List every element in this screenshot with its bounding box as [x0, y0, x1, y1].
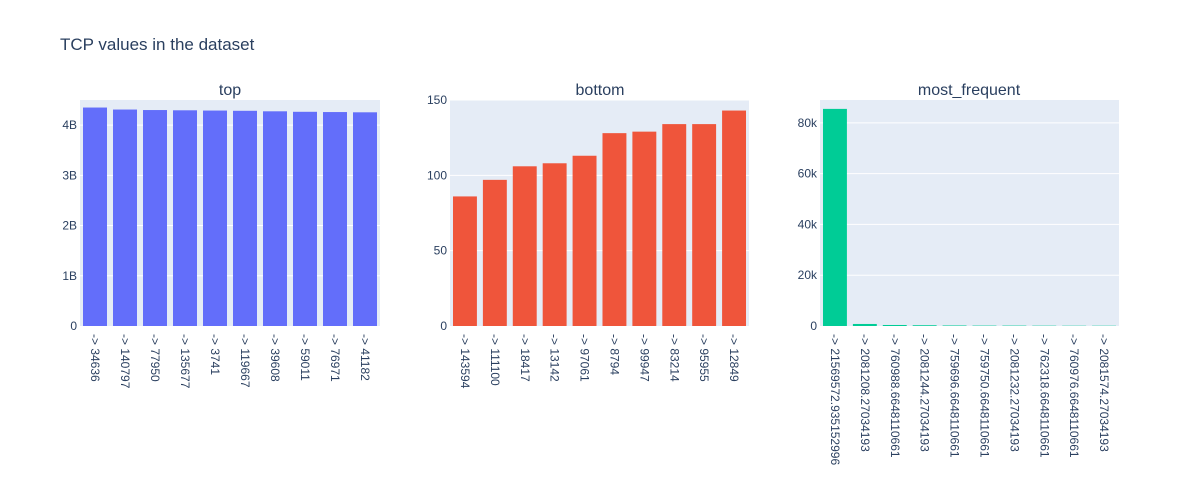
x-tick-label: -> 95955: [697, 334, 711, 382]
x-tick-label: -> 140797: [118, 334, 132, 389]
x-tick-label: -> 760988.6648110661: [888, 334, 902, 458]
y-tick-label: 0: [70, 319, 77, 333]
y-tick-label: 100: [427, 168, 447, 182]
x-tick-label: -> 3741: [208, 334, 222, 375]
subplot-title: bottom: [576, 82, 625, 99]
subplots: 0 1B 2B 3B 4B -> 34636 -> 140797 -> 77950 -> 135…: [62, 82, 1119, 465]
x-tick-label: -> 18417: [518, 334, 532, 382]
subplot-title: most_frequent: [918, 82, 1021, 99]
y-tick-label: 20k: [798, 268, 818, 282]
bar-bottom[interactable]: [482, 179, 507, 326]
x-tick-label: -> 111100: [488, 334, 502, 386]
y-tick-label: 80k: [798, 116, 818, 130]
y-tick-label: 60k: [798, 167, 818, 181]
x-tick-label: -> 97061: [578, 334, 592, 382]
bar-most_frequent[interactable]: [942, 325, 967, 326]
bar-bottom[interactable]: [722, 110, 747, 327]
x-tick-label: -> 99947: [637, 334, 651, 382]
bar-bottom[interactable]: [452, 196, 477, 326]
y-tick-label: 1B: [62, 269, 77, 283]
x-tick-label: -> 59011: [298, 334, 312, 381]
bar-top[interactable]: [233, 110, 257, 326]
bar-top[interactable]: [293, 111, 317, 327]
y-tick-label: 50: [434, 244, 448, 258]
x-tick-label: -> 34636: [88, 334, 102, 382]
y-tick-label: 4B: [62, 118, 77, 132]
bar-most_frequent[interactable]: [822, 108, 847, 327]
bar-bottom[interactable]: [692, 124, 717, 327]
x-tick-label: -> 2081574.27034193: [1097, 334, 1111, 452]
bar-bottom[interactable]: [632, 131, 657, 326]
x-tick-label: -> 41182: [358, 334, 372, 381]
bar-bottom[interactable]: [602, 133, 627, 326]
bar-top[interactable]: [323, 112, 347, 326]
y-tick-label: 150: [427, 93, 447, 107]
x-tick-label: -> 8794: [607, 334, 621, 375]
x-tick-label: -> 143594: [458, 334, 472, 389]
x-tick-label: -> 135677: [178, 334, 192, 389]
bar-top[interactable]: [143, 110, 167, 327]
plot-area: [820, 100, 1119, 326]
bar-bottom[interactable]: [542, 163, 567, 326]
x-tick-label: -> 2081208.27034193: [858, 334, 872, 452]
y-tick-label: 0: [440, 319, 447, 333]
bar-top[interactable]: [203, 110, 227, 327]
x-tick-label: -> 762318.6648110661: [1037, 334, 1051, 458]
bar-bottom[interactable]: [662, 124, 687, 327]
x-tick-label: -> 12849: [727, 334, 741, 382]
x-tick-label: -> 77950: [148, 334, 162, 382]
subplot-top: 0 1B 2B 3B 4B -> 34636 -> 140797 -> 77950 -> 135…: [62, 82, 380, 389]
x-tick-label: -> 759696.6648110661: [948, 334, 962, 458]
bar-top[interactable]: [353, 112, 377, 326]
x-tick-label: -> 21569572.935152996: [828, 334, 842, 465]
x-tick-label: -> 2081232.27034193: [1007, 334, 1021, 452]
x-tick-label: -> 759750.6648110661: [977, 334, 991, 458]
bar-most_frequent[interactable]: [852, 323, 877, 326]
bar-most_frequent[interactable]: [912, 325, 937, 326]
y-tick-label: 3B: [62, 168, 77, 182]
bar-bottom[interactable]: [512, 166, 537, 326]
bar-top[interactable]: [113, 109, 137, 326]
bar-top[interactable]: [83, 107, 107, 327]
bar-top[interactable]: [263, 111, 287, 326]
bar-bottom[interactable]: [572, 155, 597, 326]
x-tick-label: -> 39608: [268, 334, 282, 382]
page-title: TCP values in the dataset: [60, 35, 255, 54]
subplot-title: top: [219, 82, 241, 99]
x-tick-label: -> 76971: [328, 334, 342, 382]
bar-top[interactable]: [173, 110, 197, 326]
subplot-most_frequent: 0 20k 40k 60k 80k -> 21569572.935152996 -> 208…: [798, 82, 1119, 465]
subplot-bottom: 0 50 100 150 -> 143594 -> 111100 -> 18417 -> 13…: [427, 82, 749, 389]
x-tick-label: -> 760976.6648110661: [1067, 334, 1081, 458]
bar-most_frequent[interactable]: [882, 324, 907, 326]
y-tick-label: 40k: [798, 217, 818, 231]
x-tick-label: -> 119667: [238, 334, 252, 388]
y-tick-label: 2B: [62, 219, 77, 233]
x-tick-label: -> 2081244.27034193: [918, 334, 932, 452]
x-tick-label: -> 83214: [667, 334, 681, 382]
x-tick-label: -> 13142: [548, 334, 562, 382]
y-tick-label: 0: [810, 319, 817, 333]
